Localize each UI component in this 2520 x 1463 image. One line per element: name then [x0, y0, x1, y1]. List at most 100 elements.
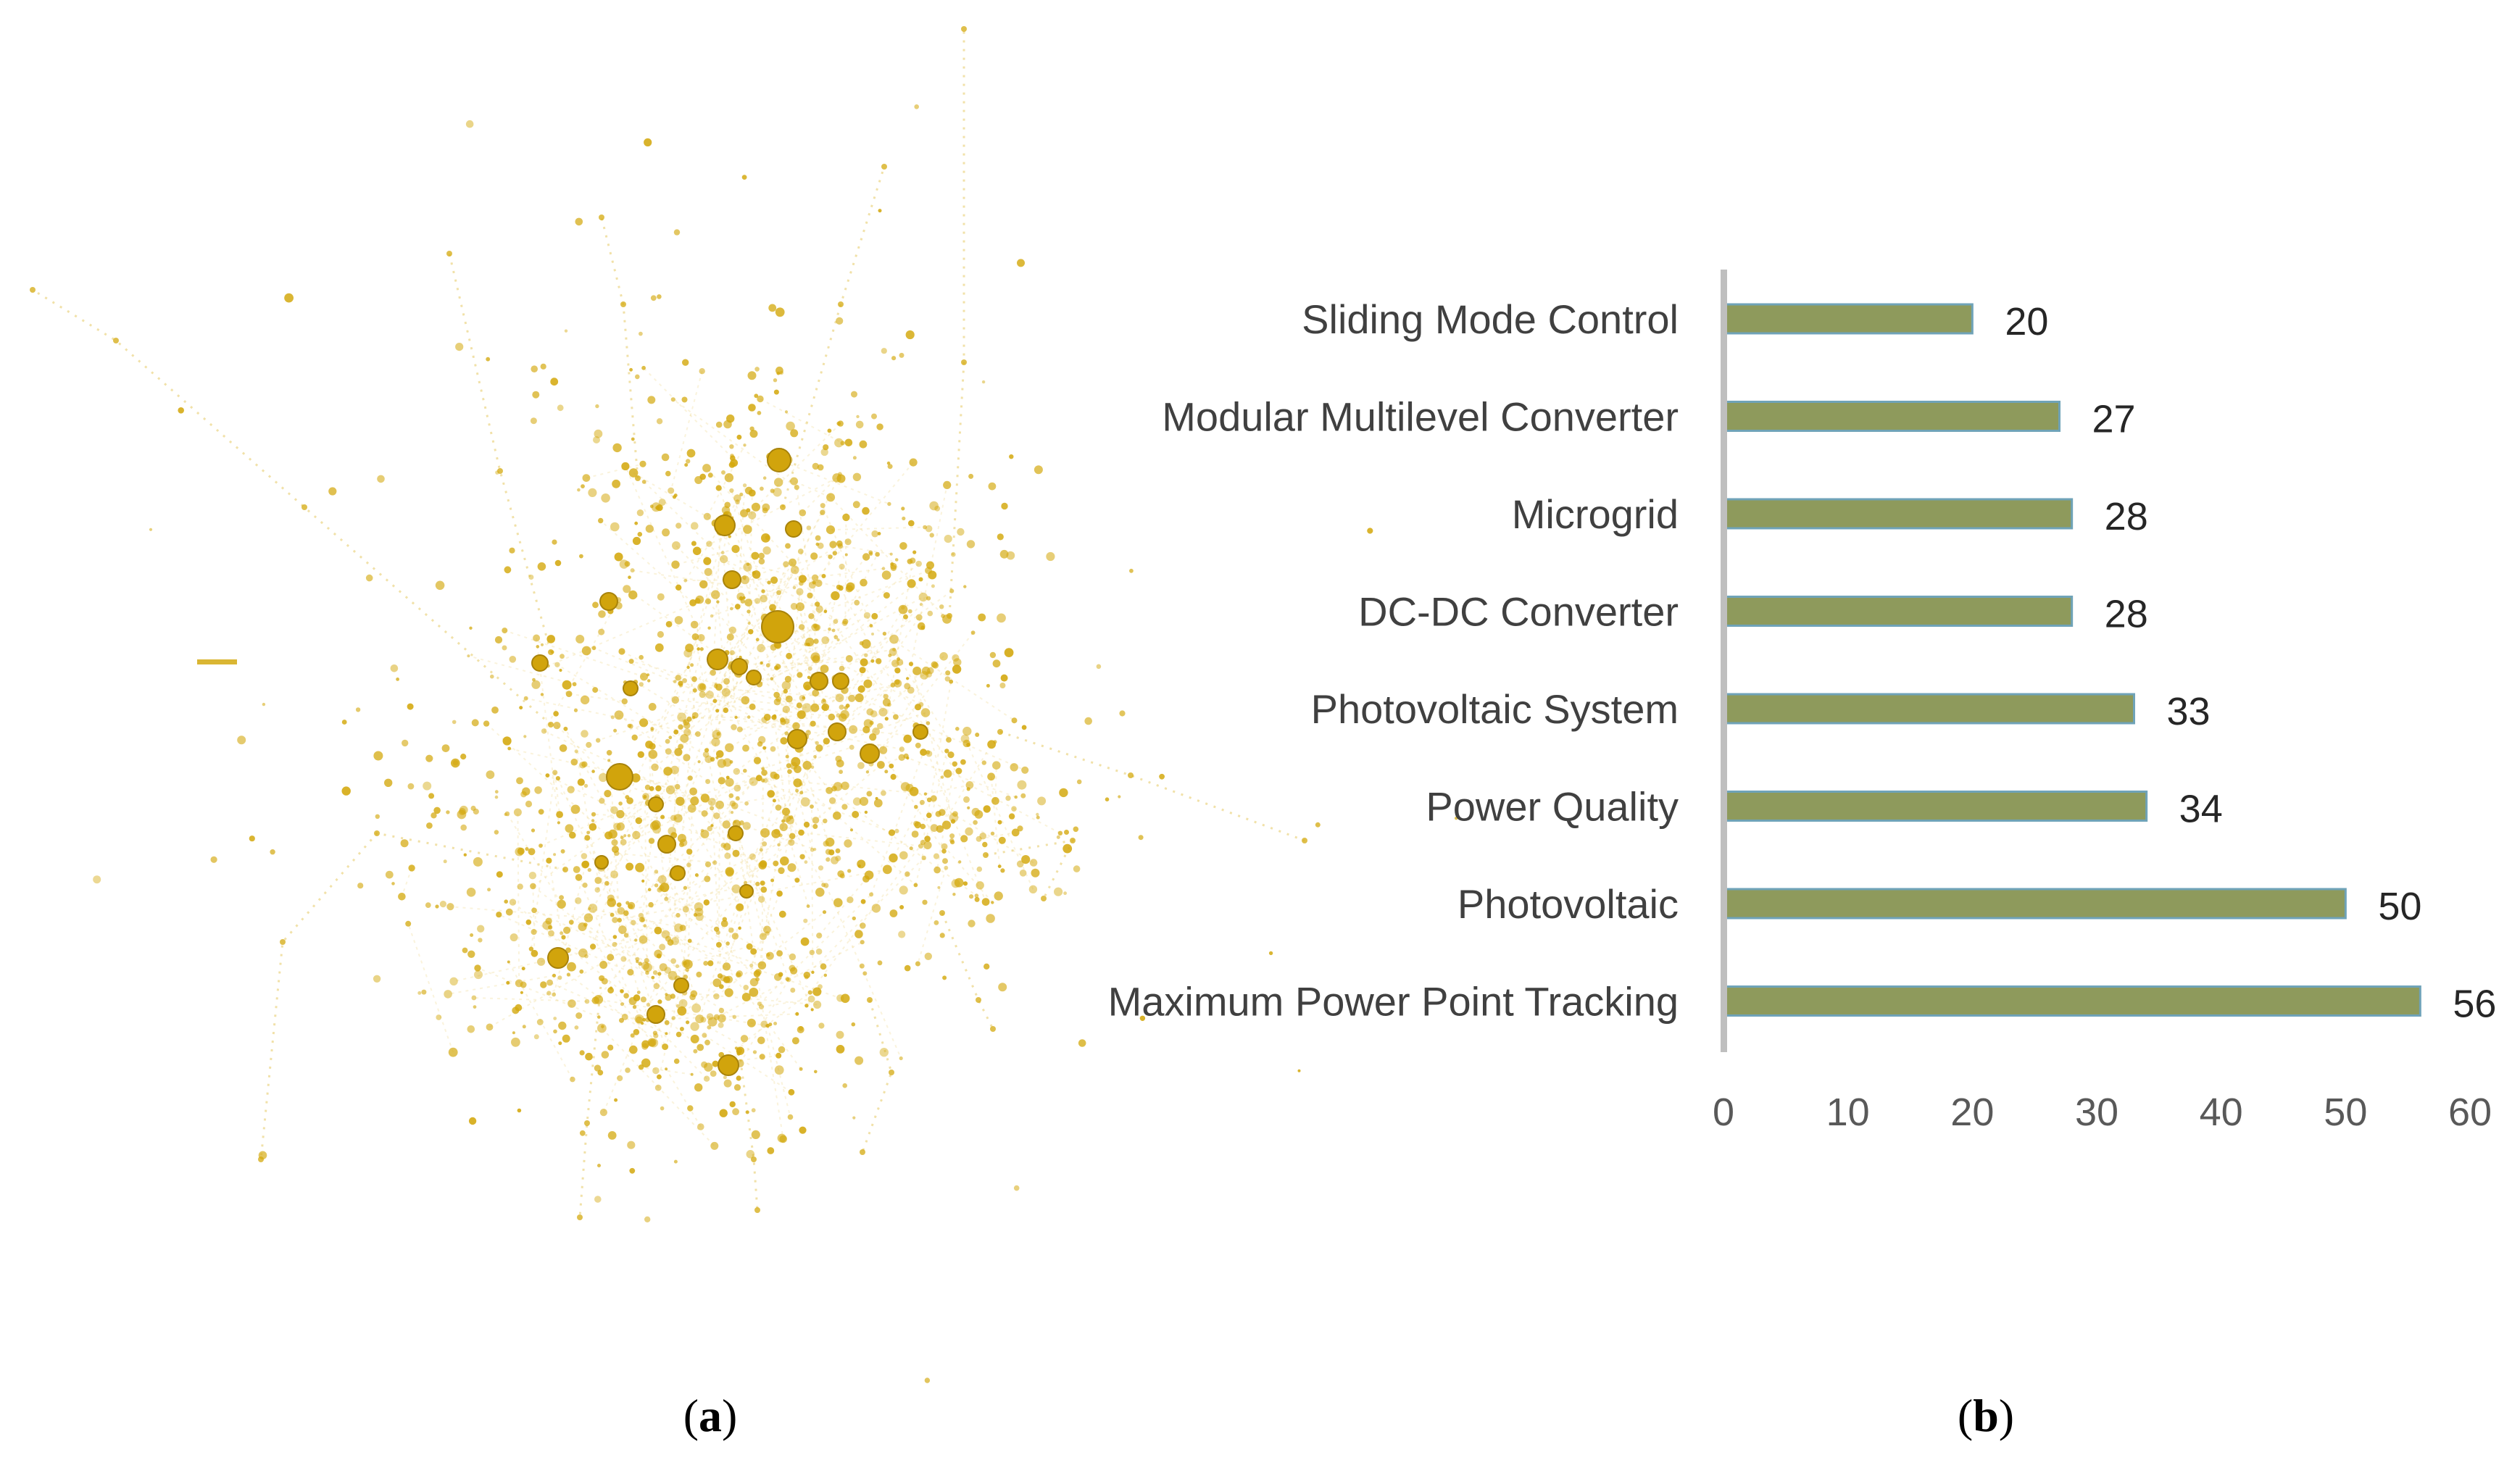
network-node: [679, 842, 684, 848]
network-node: [725, 869, 734, 878]
network-edge: [720, 530, 780, 617]
network-node: [680, 734, 689, 743]
network-node: [960, 759, 966, 765]
network-node: [799, 1067, 803, 1071]
network-node: [452, 760, 459, 766]
network-node: [758, 558, 765, 564]
network-edge: [830, 526, 926, 531]
network-node: [703, 961, 709, 966]
network-node: [889, 1070, 894, 1075]
network-node: [675, 584, 682, 591]
network-node: [976, 997, 981, 1003]
network-node: [732, 849, 740, 857]
network-node: [620, 838, 627, 846]
network-node: [149, 528, 153, 531]
network-node: [729, 650, 735, 656]
network-hub-node: [860, 743, 880, 764]
network-node: [812, 689, 820, 697]
network-node: [841, 804, 848, 810]
network-node: [270, 849, 275, 855]
network-node: [686, 849, 693, 855]
network-node: [877, 761, 885, 769]
network-node: [812, 655, 820, 664]
network-node: [729, 488, 734, 493]
network-node: [470, 933, 474, 937]
network-edge: [468, 655, 575, 685]
network-node: [823, 973, 828, 978]
network-edge: [259, 832, 566, 1160]
network-node: [559, 668, 562, 672]
network-node: [992, 659, 1001, 668]
network-edge: [711, 801, 723, 987]
network-node: [1008, 813, 1015, 820]
network-node: [839, 770, 843, 775]
network-edge: [910, 485, 948, 664]
network-node: [898, 754, 905, 762]
network-node: [894, 828, 899, 833]
network-node: [994, 891, 1003, 901]
network-node: [882, 631, 887, 636]
network-hub-node: [723, 570, 741, 589]
network-node: [599, 1109, 608, 1117]
network-edge: [756, 973, 784, 1140]
network-node: [548, 930, 554, 937]
network-node: [838, 301, 844, 307]
network-node: [862, 507, 870, 515]
network-node: [777, 1133, 786, 1143]
network-node: [798, 829, 804, 836]
network-node: [687, 938, 692, 943]
network-edge: [543, 599, 620, 732]
network-node: [731, 724, 737, 730]
network-edge: [684, 493, 742, 581]
network-node: [1021, 725, 1027, 730]
network-node: [736, 1075, 741, 1081]
network-node: [795, 788, 799, 793]
network-node: [1119, 710, 1126, 717]
network-node: [654, 926, 662, 935]
network-node: [474, 964, 481, 972]
network-node: [969, 894, 974, 899]
network-edge: [575, 751, 599, 881]
network-node: [825, 837, 835, 847]
network-edge: [498, 914, 631, 973]
network-node: [912, 666, 922, 675]
network-node: [703, 899, 710, 906]
network-node: [747, 1018, 756, 1028]
network-node: [617, 917, 622, 923]
network-edge: [671, 652, 733, 832]
network-edge: [760, 398, 844, 444]
network-node: [471, 719, 479, 727]
network-node: [621, 1013, 628, 1020]
network-node: [966, 742, 970, 747]
network-node: [1001, 502, 1008, 510]
network-node: [998, 983, 1007, 992]
network-node: [586, 830, 590, 835]
network-node: [365, 574, 373, 582]
network-node: [798, 575, 807, 583]
network-node: [724, 988, 733, 997]
network-hub-node: [648, 796, 664, 812]
network-node: [726, 633, 734, 641]
network-node: [630, 568, 635, 573]
network-node: [933, 866, 941, 874]
network-edge: [448, 253, 552, 653]
network-node: [581, 730, 589, 738]
network-node: [826, 857, 831, 862]
network-edge: [948, 29, 965, 617]
network-edge: [567, 974, 666, 1048]
network-node: [942, 975, 947, 980]
network-edge: [568, 693, 625, 702]
network-node: [890, 774, 897, 780]
network-node: [852, 456, 857, 460]
network-node: [807, 666, 812, 671]
network-node: [941, 843, 948, 850]
network-node: [610, 715, 615, 720]
network-node: [575, 897, 582, 904]
network-node: [672, 541, 681, 550]
network-node: [486, 357, 491, 362]
network-node: [715, 756, 719, 759]
network-node: [302, 504, 307, 510]
network-edge: [707, 601, 802, 715]
network-node: [517, 847, 525, 855]
